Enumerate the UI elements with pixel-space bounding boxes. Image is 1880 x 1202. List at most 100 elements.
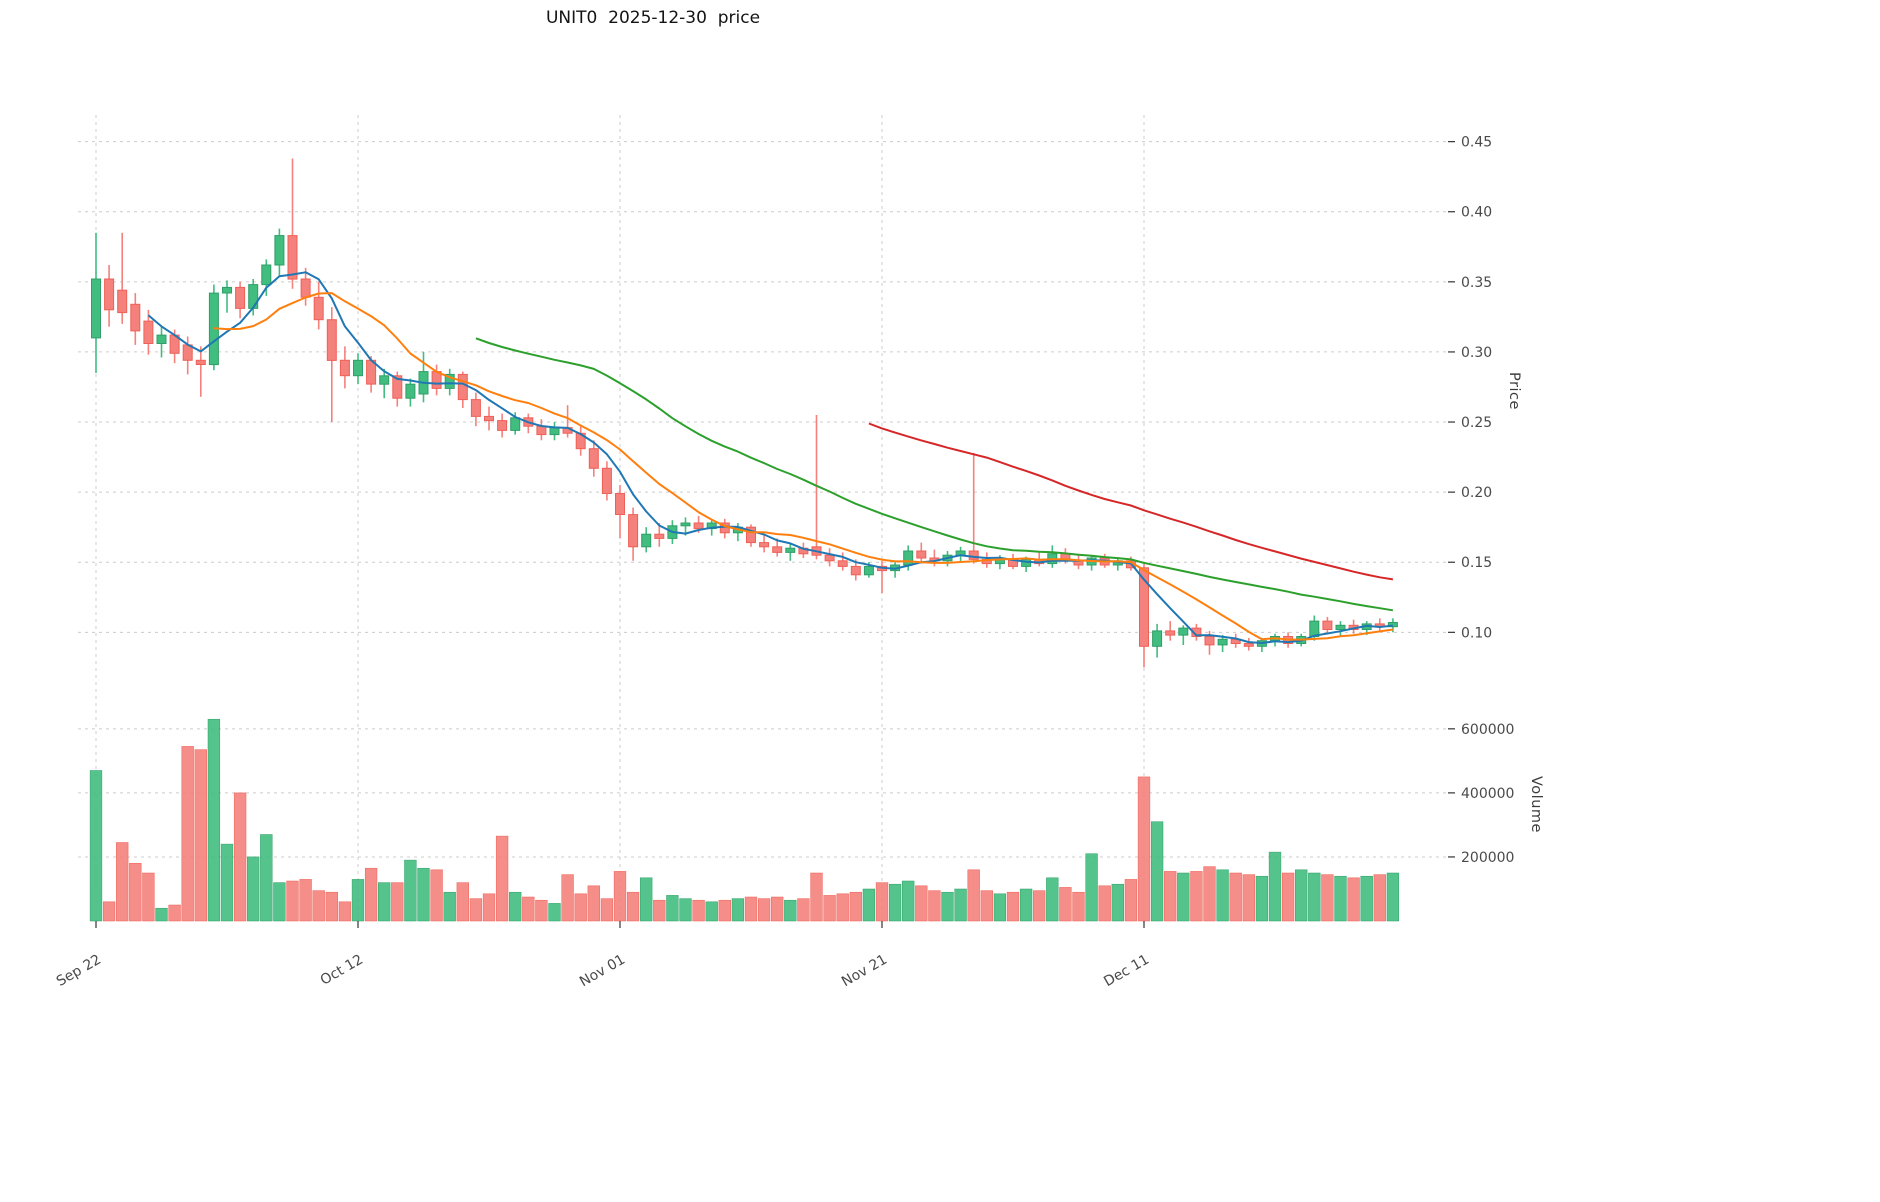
candle-body <box>248 284 259 309</box>
date-tick-label: Dec 11 <box>1101 952 1152 991</box>
date-tick-label: Nov 21 <box>839 952 890 991</box>
volume-bar <box>941 891 954 922</box>
candle-body <box>510 417 521 431</box>
candle-body <box>1165 630 1176 636</box>
volume-bars <box>89 718 1400 922</box>
price-tick-label: 0.30 <box>1461 345 1492 361</box>
volume-bar <box>509 891 522 922</box>
volume-bar <box>784 899 797 922</box>
candle-body <box>117 289 128 314</box>
volume-tick-label: 400000 <box>1461 786 1514 802</box>
candle-body <box>1322 620 1333 630</box>
ma-line-ma5 <box>147 271 1394 644</box>
volume-bar <box>1164 871 1177 922</box>
volume-bar <box>273 882 286 922</box>
volume-bar <box>443 891 456 922</box>
volume-bar <box>1386 872 1400 922</box>
candle-body <box>130 303 141 332</box>
volume-bar <box>1006 891 1020 922</box>
volume-bar <box>155 907 168 922</box>
volume-bar <box>351 879 365 922</box>
candle-body <box>497 420 508 431</box>
volume-bar <box>194 749 207 922</box>
ma-line-ma60 <box>868 422 1394 581</box>
price-tick-label: 0.25 <box>1461 415 1492 431</box>
volume-bar <box>116 842 129 922</box>
candle-body <box>837 560 848 567</box>
volume-bar <box>561 874 574 922</box>
volume-bar <box>1281 872 1295 922</box>
volume-bar <box>626 891 640 922</box>
candle-body <box>1243 643 1254 647</box>
volume-bar <box>587 885 600 922</box>
volume-bar <box>771 896 784 922</box>
volume-bar <box>705 901 718 922</box>
volume-bar <box>1334 875 1347 922</box>
volume-bar <box>129 863 142 922</box>
volume-bar <box>142 872 155 922</box>
candle-body <box>353 359 363 377</box>
candle-body <box>143 320 154 345</box>
grid-layer <box>78 115 1448 921</box>
volume-bar <box>574 893 587 922</box>
volume-bar <box>286 880 299 922</box>
volume-tick-label: 200000 <box>1461 850 1514 866</box>
volume-bar <box>247 856 260 922</box>
volume-bar <box>495 835 509 922</box>
volume-bar <box>1072 891 1085 922</box>
volume-bar <box>692 899 705 922</box>
candle-body <box>91 278 101 339</box>
candle-body <box>746 526 756 544</box>
candle-body <box>615 493 625 515</box>
volume-bar <box>1177 872 1190 922</box>
volume-bar <box>600 898 614 922</box>
candle-body <box>693 522 704 530</box>
volume-bar <box>1321 874 1334 922</box>
candle-body <box>1217 638 1228 646</box>
volume-bar <box>744 896 758 922</box>
candle-body <box>1387 622 1398 628</box>
candle-body <box>824 554 835 562</box>
axis-labels: 0.45 0.40 0.35 0.30 0.25 0.20 0.15 0.10 600000 40… <box>54 135 1515 991</box>
price-tick-label: 0.45 <box>1461 135 1492 151</box>
volume-bar <box>640 877 653 922</box>
candle-body <box>903 550 914 566</box>
candle-body <box>536 425 547 436</box>
volume-bar <box>1229 872 1242 922</box>
candle-body <box>313 296 324 321</box>
volume-bar <box>1111 883 1124 922</box>
date-tick-label: Nov 01 <box>577 952 628 991</box>
candle-body <box>549 427 560 436</box>
volume-bar <box>1033 890 1046 922</box>
volume-bar <box>757 898 771 922</box>
candle-body <box>759 542 770 548</box>
candle-body <box>654 533 665 539</box>
volume-bar <box>1268 851 1282 922</box>
candle-body <box>195 359 206 365</box>
candle-body <box>680 522 691 527</box>
price-tick-label: 0.15 <box>1461 555 1492 571</box>
volume-bar <box>1255 875 1269 922</box>
candle-body <box>601 467 612 494</box>
volume-bar <box>1085 853 1098 922</box>
candle-body <box>628 514 639 548</box>
price-tick-label: 0.40 <box>1461 205 1492 221</box>
volume-bar <box>862 888 876 922</box>
volume-bar <box>1019 888 1033 922</box>
volume-bar <box>1059 887 1072 922</box>
volume-bar <box>482 893 496 922</box>
volume-bar <box>391 882 404 922</box>
candle-body <box>916 550 927 559</box>
ma-lines <box>147 271 1394 644</box>
candles <box>91 158 1398 668</box>
candle-body <box>588 448 599 469</box>
candle-body <box>222 286 232 294</box>
volume-bar <box>1295 869 1308 922</box>
price-tick-label: 0.20 <box>1461 485 1492 501</box>
candle-body <box>641 533 652 548</box>
volume-bar <box>1347 877 1360 922</box>
date-tick-label: Oct 12 <box>318 952 366 989</box>
volume-bar <box>404 859 417 922</box>
candle-body <box>457 373 468 401</box>
candle-body <box>156 334 167 345</box>
